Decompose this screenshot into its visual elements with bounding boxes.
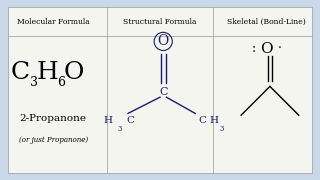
Text: H: H xyxy=(210,116,219,125)
Text: :: : xyxy=(252,42,256,55)
Text: ·: · xyxy=(277,42,282,55)
Text: O: O xyxy=(64,60,84,84)
Text: O: O xyxy=(260,42,273,56)
Text: C: C xyxy=(126,116,134,125)
Text: C: C xyxy=(198,116,206,125)
Text: 2-Propanone: 2-Propanone xyxy=(20,114,87,123)
Text: C: C xyxy=(10,60,29,84)
Text: Skeletal (Bond-Line): Skeletal (Bond-Line) xyxy=(227,18,306,26)
Text: (or just Propanone): (or just Propanone) xyxy=(19,136,88,144)
Text: O: O xyxy=(157,34,169,48)
Text: H: H xyxy=(103,116,112,125)
Text: Molecular Formula: Molecular Formula xyxy=(17,18,90,26)
Text: 3: 3 xyxy=(220,125,224,133)
Text: Structural Formula: Structural Formula xyxy=(123,18,197,26)
Text: 3: 3 xyxy=(118,125,122,133)
FancyBboxPatch shape xyxy=(8,7,312,173)
Text: H: H xyxy=(37,60,59,84)
Text: 6: 6 xyxy=(57,76,65,89)
Text: C: C xyxy=(159,87,167,97)
Text: 3: 3 xyxy=(30,76,38,89)
